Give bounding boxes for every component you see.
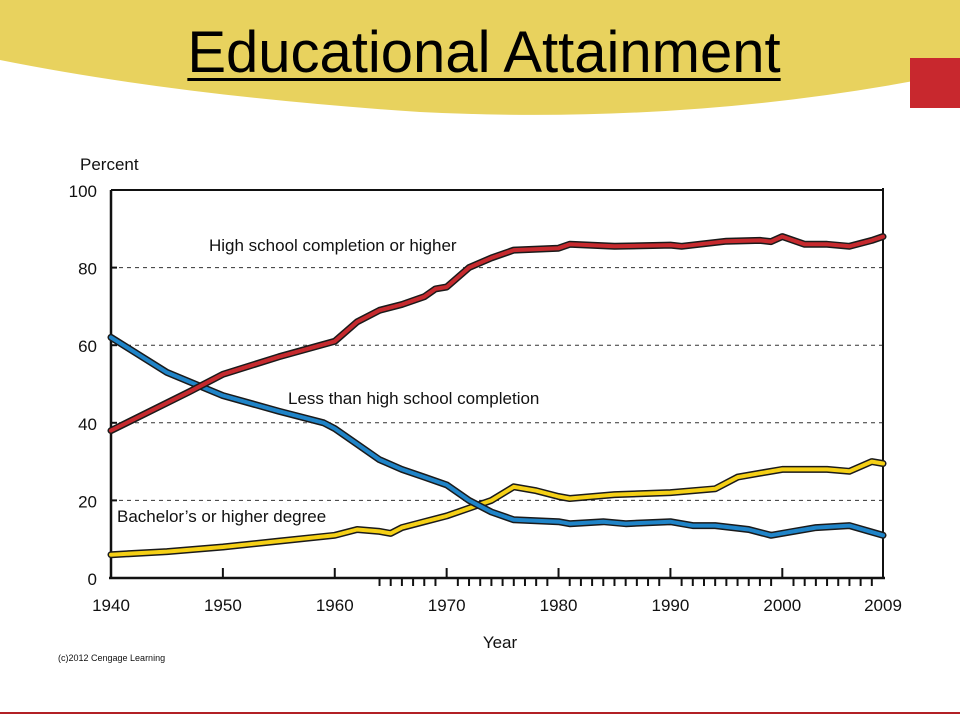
y-tick-label-0: 0 bbox=[88, 570, 97, 589]
y-tick-label-80: 80 bbox=[78, 260, 97, 279]
title-banner bbox=[0, 0, 960, 115]
x-tick-label-2000: 2000 bbox=[763, 596, 801, 615]
series-label-bachelors: Bachelor’s or higher degree bbox=[117, 507, 326, 526]
series-lines bbox=[107, 233, 887, 559]
gridlines bbox=[111, 267, 883, 501]
x-tick-label-1950: 1950 bbox=[204, 596, 242, 615]
x-tick-label-1980: 1980 bbox=[540, 596, 578, 615]
line-chart: 0 20 40 60 80 100 1940 1950 1960 1970 1980 1990 200… bbox=[69, 155, 902, 652]
x-tick-label-1990: 1990 bbox=[652, 596, 690, 615]
x-tick-label-2009: 2009 bbox=[864, 596, 902, 615]
y-tick-label-100: 100 bbox=[69, 182, 97, 201]
copyright-credit: (c)2012 Cengage Learning bbox=[58, 653, 166, 663]
series-outline-1 bbox=[107, 333, 887, 539]
axes bbox=[109, 188, 885, 580]
x-axis-tick-labels: 1940 1950 1960 1970 1980 1990 2000 2009 bbox=[92, 596, 902, 615]
page-title: Educational Attainment bbox=[187, 20, 781, 85]
series-label-high-school: High school completion or higher bbox=[209, 236, 457, 255]
series-label-less-than-high-school: Less than high school completion bbox=[288, 389, 539, 408]
x-tick-label-1970: 1970 bbox=[428, 596, 466, 615]
y-tick-label-60: 60 bbox=[78, 337, 97, 356]
y-tick-label-20: 20 bbox=[78, 492, 97, 511]
x-tick-label-1940: 1940 bbox=[92, 596, 130, 615]
y-axis-tick-labels: 0 20 40 60 80 100 bbox=[69, 182, 97, 589]
y-axis-label: Percent bbox=[80, 155, 139, 174]
y-tick-label-40: 40 bbox=[78, 415, 97, 434]
series-line-0 bbox=[109, 234, 885, 433]
x-tick-label-1960: 1960 bbox=[316, 596, 354, 615]
bottom-rule bbox=[0, 712, 960, 714]
series-line-1 bbox=[109, 335, 885, 538]
x-axis-label: Year bbox=[483, 633, 518, 652]
accent-block bbox=[910, 58, 960, 108]
series-line-2 bbox=[109, 459, 885, 557]
x-axis-ticks bbox=[110, 568, 884, 586]
